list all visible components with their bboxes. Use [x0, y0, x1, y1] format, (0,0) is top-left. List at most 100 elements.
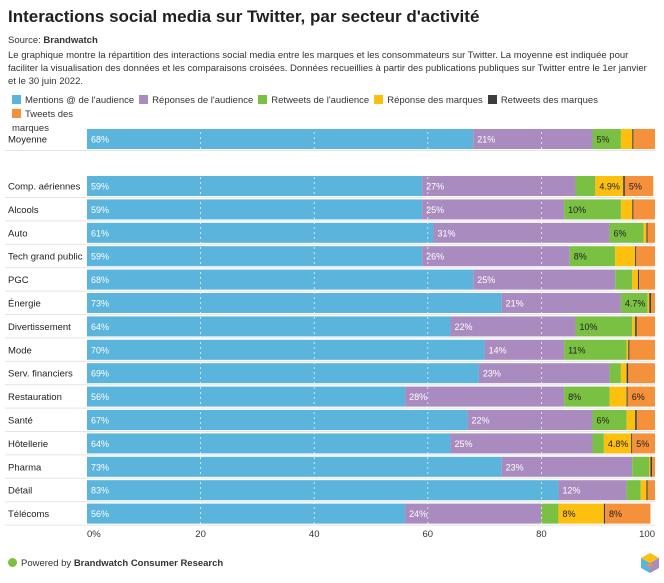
data-label: 59% — [91, 205, 109, 215]
category-label: Santé — [8, 416, 33, 427]
data-label: 73% — [91, 299, 109, 309]
data-label: 83% — [91, 486, 109, 496]
bar-segment — [478, 363, 610, 384]
bar-segment — [646, 480, 648, 501]
chart-legend: Mentions @ de l'audience Réponses de l'au… — [12, 94, 660, 136]
bar-segment — [635, 316, 637, 337]
bar-segment — [87, 269, 474, 290]
data-label: 59% — [91, 182, 109, 192]
bar-segment — [649, 293, 652, 313]
bar-segment — [87, 246, 423, 267]
source-name: Brandwatch — [43, 35, 98, 46]
bar-segment — [569, 246, 616, 267]
bar-segment — [651, 293, 655, 313]
bar-segment — [626, 386, 628, 407]
bar-segment — [632, 316, 636, 337]
bar-segment — [628, 363, 655, 384]
brandwatch-logo-icon — [641, 553, 659, 573]
bar-segment — [609, 363, 621, 384]
bar-segment — [632, 456, 650, 477]
data-label: 6% — [597, 416, 610, 426]
data-label: 23% — [483, 369, 501, 379]
data-label: 5% — [636, 439, 649, 449]
x-tick-label: 20 — [195, 529, 206, 540]
bar-segment — [647, 293, 650, 313]
bar-segment — [603, 503, 606, 524]
bar-segment — [636, 246, 655, 267]
bar-segment — [473, 129, 593, 149]
data-label: 21% — [506, 299, 524, 309]
bar-segment — [592, 410, 627, 430]
legend-label: Réponse des marques — [387, 95, 483, 106]
legend-swatch — [487, 95, 497, 104]
bar-segment — [646, 222, 648, 243]
chart-description: Le graphique montre la répartition des i… — [8, 50, 647, 87]
bar-segment — [87, 363, 479, 384]
bar-segment — [627, 386, 655, 407]
data-label: 4.9% — [599, 182, 620, 192]
data-label: 6% — [614, 228, 627, 238]
bar-segment — [87, 480, 559, 501]
bar-segment — [592, 129, 621, 149]
bar-segment — [643, 222, 647, 243]
bar-segment — [564, 386, 610, 407]
legend-item: Tweets des marques — [12, 108, 82, 136]
category-label: Détail — [8, 486, 32, 497]
legend-item: Retweets des marques — [487, 94, 598, 108]
bar-segment — [592, 433, 604, 454]
category-label: Moyenne — [8, 135, 47, 146]
x-tick-label: 0% — [87, 529, 101, 540]
data-label: 8% — [562, 509, 575, 519]
category-label: Restauration — [8, 392, 62, 403]
bar-segment — [629, 339, 655, 360]
data-label: 61% — [91, 228, 109, 238]
legend-item: Mentions @ de l'audience — [12, 94, 134, 108]
bar-segment — [603, 433, 632, 454]
bar-segment — [615, 246, 636, 267]
bar-segment — [628, 339, 630, 360]
legend-label: Mentions @ de l'audience — [25, 95, 135, 106]
brandwatch-dot-icon — [8, 558, 17, 567]
legend-item: Réponse des marques — [374, 94, 483, 108]
data-label: 27% — [426, 182, 444, 192]
footer: Powered by Brandwatch Consumer Research — [8, 558, 223, 569]
x-tick-label: 60 — [423, 529, 434, 540]
bar-segment — [484, 339, 565, 360]
bar-segment — [649, 456, 651, 477]
bar-segment — [87, 386, 406, 407]
data-label: 10% — [579, 322, 597, 332]
footer-prefix: Powered by — [21, 558, 72, 569]
bar-segment — [87, 410, 468, 430]
bar-segment — [615, 269, 633, 290]
bar-segment — [652, 456, 655, 477]
chart-title: Interactions social media sur Twitter, p… — [8, 7, 480, 26]
data-label: 59% — [91, 252, 109, 262]
data-label: 64% — [91, 439, 109, 449]
source-line: Source: Brandwatch — [8, 35, 98, 46]
bar-segment — [87, 176, 423, 196]
legend-item: Retweets de l'audience — [258, 94, 369, 108]
category-label: PGC — [8, 275, 29, 286]
bar-segment — [405, 503, 542, 524]
data-label: 10% — [568, 205, 586, 215]
bar-segment — [620, 363, 627, 384]
data-label: 12% — [562, 486, 580, 496]
bar-segment — [626, 363, 629, 384]
data-label: 69% — [91, 369, 109, 379]
data-label: 28% — [409, 392, 427, 402]
legend-swatch — [12, 109, 21, 118]
bar-segment — [405, 386, 565, 407]
data-label: 23% — [506, 462, 524, 472]
bar-segment — [595, 176, 624, 196]
bar-segment — [620, 293, 648, 313]
bar-segment — [635, 410, 637, 430]
bar-segment — [633, 129, 655, 149]
data-label: 5% — [629, 182, 642, 192]
bar-segment — [620, 129, 633, 149]
category-label: Mode — [8, 345, 32, 356]
legend-swatch — [139, 95, 149, 104]
bar-segment — [87, 316, 451, 337]
bar-segment — [639, 269, 655, 290]
bar-segment — [640, 480, 647, 501]
bar-segment — [647, 222, 655, 243]
